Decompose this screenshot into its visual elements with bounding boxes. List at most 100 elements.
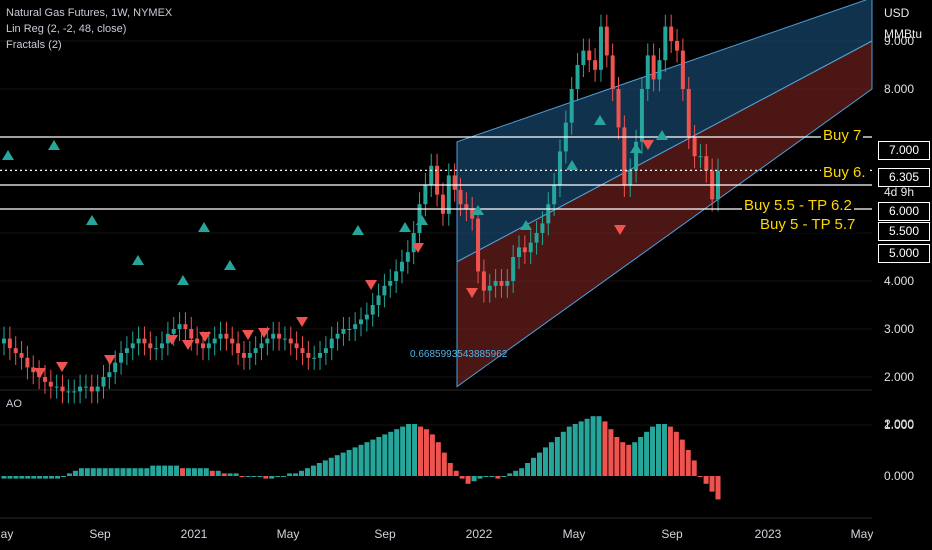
candle-body [259,343,264,349]
fractal-down-marker [104,355,116,365]
ao-bar [293,473,299,476]
price-tick-label: 8.000 [884,82,914,96]
ao-bar [13,476,19,479]
candle-body [440,194,445,214]
candle-body [364,314,369,320]
price-tick-label: 1.000 [884,418,914,432]
ao-bar [37,476,43,479]
candle-body [464,204,469,209]
currency-label: USD [884,6,910,20]
ao-bar [7,476,13,479]
candle-body [206,343,211,349]
candle-body [446,175,451,214]
price-tick-label: 2.000 [884,370,914,384]
ao-bar [251,476,257,477]
ao-bar [394,429,400,476]
candle-body [686,89,691,137]
fractal-up-marker [86,215,98,225]
candle-body [224,333,229,339]
ao-bar [406,424,412,476]
fractal-up-marker [656,130,668,140]
ao-bar [650,426,656,476]
fractal-up-marker [352,225,364,235]
candle-body [628,170,633,185]
candle-body [528,242,533,253]
fractal-up-marker [198,222,210,232]
price-tick-label: 9.000 [884,34,914,48]
ao-bar [525,463,531,476]
candle-body [19,353,24,358]
ao-bar [531,457,537,476]
ao-tick-label: 0.000 [884,469,914,483]
ao-bar [554,437,560,476]
candle-body [534,233,539,243]
ao-bar [501,476,507,477]
ao-bar [453,470,459,476]
ao-bar [209,470,215,476]
candle-body [657,60,662,80]
ao-bar [638,437,644,476]
ao-bar [364,442,370,476]
candle-body [593,60,598,70]
candle-body [698,156,703,158]
ao-bar [108,468,114,476]
candle-body [7,338,12,349]
price-tick-label: 3.000 [884,322,914,336]
buy-7-annotation: Buy 7 [821,127,864,144]
candle-body [411,233,416,253]
candle-body [598,26,603,70]
candle-body [481,271,486,291]
candle-body [25,357,30,368]
ao-bar [287,473,293,476]
ao-bar [412,424,418,476]
ao-bar [233,473,239,476]
fractal-up-marker [177,275,189,285]
ao-bar [608,429,614,476]
ao-bar [596,416,602,476]
candle-body [429,165,434,185]
x-axis-label: Sep [89,527,111,541]
ao-bar [43,476,49,479]
candle-body [119,353,124,363]
x-axis-label: 2022 [466,527,493,541]
ao-bar [263,476,269,479]
ao-bar [55,476,61,479]
fractal-up-marker [520,220,532,230]
ao-bar [656,424,661,476]
candle-body [552,185,557,205]
ao-bar [685,450,691,476]
candle-body [458,189,463,205]
ao-bar [227,473,233,476]
ao-bar [90,468,96,476]
candle-body [171,329,176,334]
candle-body [282,338,287,340]
ao-bar [667,426,673,476]
fractal-down-marker [614,225,626,235]
ao-bar [614,437,620,476]
fractal-up-marker [472,205,484,215]
candle-body [476,218,481,272]
ao-bar [150,465,156,476]
candle-body [312,357,317,359]
ao-bar [661,424,667,476]
ao-bar [513,470,519,476]
candle-body [692,137,697,157]
candle-body [177,324,182,329]
fractal-down-marker [258,328,270,338]
candle-body [587,50,592,61]
ao-legend: AO [6,398,22,410]
ao-bar [66,473,72,476]
candle-body [271,333,276,339]
candle-body [604,26,609,56]
ao-bar [138,468,144,476]
candle-body [353,324,358,329]
candle-body [2,338,6,344]
ao-bar [715,476,721,500]
candle-body [60,386,65,392]
candle-body [522,247,527,253]
ao-bar [388,431,394,476]
candle-body [318,353,323,358]
candle-body [435,165,440,195]
ao-bar [1,476,7,479]
